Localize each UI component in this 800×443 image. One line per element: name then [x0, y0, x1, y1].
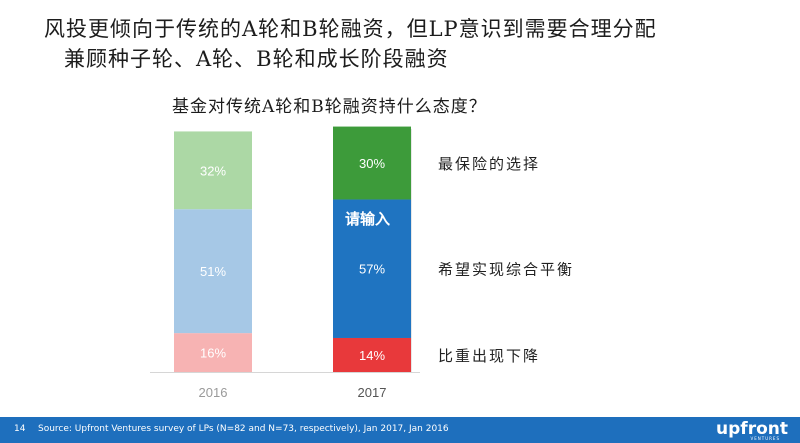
bar-segment-2017-0 [333, 337, 411, 372]
data-label-2017-1: 57% [359, 262, 385, 277]
data-label-2017-2: 30% [359, 156, 385, 171]
upfront-logo: upfront [716, 419, 788, 439]
overlay-placeholder-text: 请输入 [345, 210, 390, 228]
bar-segment-2016-0 [174, 333, 252, 372]
headline: 风投更倾向于传统的A轮和B轮融资，但LP意识到需要合理分配 兼顾种子轮、A轮、B… [44, 14, 784, 74]
legend-label-0: 比重出现下降 [438, 347, 540, 365]
bar-segment-2016-2 [174, 131, 252, 210]
category-label-2017: 2017 [358, 385, 387, 400]
bar-segment-2017-2 [333, 126, 411, 200]
upfront-logo-sub: VENTURES [750, 436, 780, 441]
bar-segment-2016-1 [174, 209, 252, 334]
data-label-2017-0: 14% [359, 348, 385, 363]
page-number: 14 [14, 424, 26, 434]
data-label-2016-1: 51% [200, 264, 226, 279]
bar-segment-2017-1 [333, 199, 411, 338]
footer-bar: 14 Source: Upfront Ventures survey of LP… [0, 417, 800, 443]
data-label-2016-0: 16% [200, 346, 226, 361]
headline-line-1: 风投更倾向于传统的A轮和B轮融资，但LP意识到需要合理分配 [44, 17, 657, 41]
source-note: Source: Upfront Ventures survey of LPs (… [38, 424, 449, 434]
data-label-2016-2: 32% [200, 163, 226, 178]
category-label-2016: 2016 [199, 385, 228, 400]
legend-label-1: 希望实现综合平衡 [438, 261, 574, 279]
chart-title: 基金对传统A轮和B轮融资持什么态度？ [172, 97, 487, 117]
legend-label-2: 最保险的选择 [438, 155, 540, 173]
headline-line-2: 兼顾种子轮、A轮、B轮和成长阶段融资 [64, 47, 449, 71]
